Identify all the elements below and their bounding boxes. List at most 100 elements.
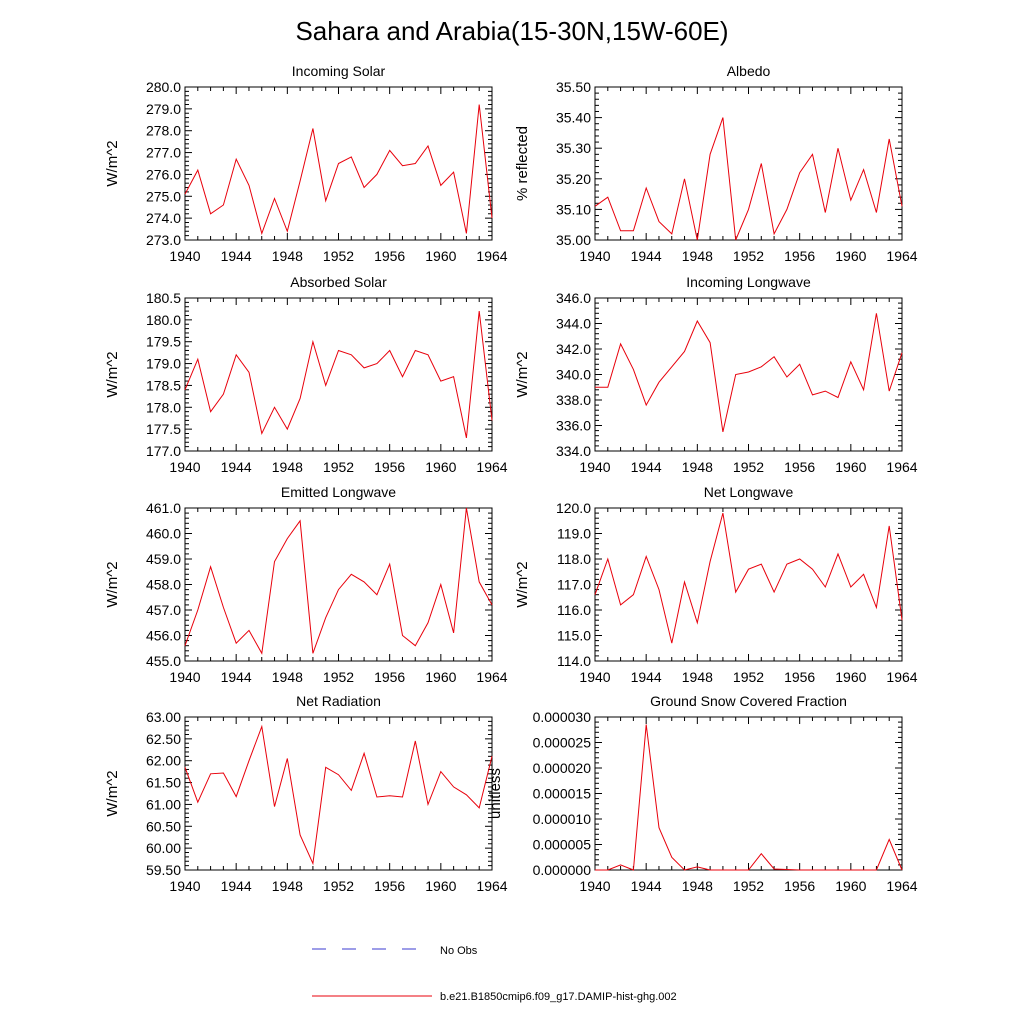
- x-tick-label: 1944: [221, 248, 252, 264]
- y-tick-label: 461.0: [146, 500, 181, 516]
- x-tick-label: 1964: [886, 248, 917, 264]
- x-tick-label: 1964: [886, 459, 917, 475]
- y-tick-label: 276.0: [146, 166, 181, 182]
- y-tick-label: 279.0: [146, 101, 181, 117]
- x-tick-label: 1964: [476, 878, 507, 894]
- plot-frame: [594, 297, 903, 452]
- y-tick-label: 35.10: [556, 201, 591, 217]
- x-tick-label: 1940: [579, 248, 610, 264]
- series-line: [184, 724, 493, 866]
- y-tick-label: 35.30: [556, 140, 591, 156]
- legend-item-model-run: b.e21.B1850cmip6.f09_g17.DAMIP-hist-ghg.…: [312, 991, 677, 1003]
- x-tick-label: 1940: [579, 459, 610, 475]
- x-tick-label: 1952: [733, 248, 764, 264]
- x-tick-label: 1956: [784, 459, 815, 475]
- y-tick-label: 61.50: [146, 775, 181, 791]
- y-tick-label: 61.00: [146, 796, 181, 812]
- x-tick-label: 1944: [631, 669, 662, 685]
- y-tick-label: 342.0: [556, 341, 591, 357]
- x-tick-label: 1940: [169, 878, 200, 894]
- y-tick-label: 115.0: [557, 628, 591, 644]
- series-line: [595, 313, 903, 433]
- panel-7: 0.000000 0.000005 0.000010 0.000015 0.000020…: [487, 693, 918, 894]
- y-tick-label: 35.40: [556, 110, 591, 126]
- x-tick-label: 1960: [425, 669, 456, 685]
- y-tick-label: 177.0: [146, 443, 181, 459]
- y-tick-label: 120.0: [556, 500, 591, 516]
- x-tick-label: 1944: [631, 248, 662, 264]
- x-tick-label: 1944: [221, 669, 252, 685]
- legend-label-no-obs: No Obs: [440, 945, 478, 957]
- y-tick-label: 178.0: [146, 399, 181, 415]
- x-tick-label: 1964: [476, 248, 507, 264]
- y-tick-label: 0.000020: [533, 760, 592, 776]
- panel-2: 177.0 177.5 178.0 178.5 179.0 179.5 180.0 180.5…: [104, 274, 508, 475]
- y-tick-label: 62.00: [146, 753, 181, 769]
- y-tick-label: 118.0: [557, 551, 591, 567]
- y-axis-label: W/m^2: [104, 561, 121, 607]
- x-tick-label: 1960: [835, 459, 866, 475]
- y-tick-label: 60.00: [146, 840, 181, 856]
- y-tick-label: 0.000010: [533, 811, 592, 827]
- y-tick-label: 459.0: [146, 551, 181, 567]
- y-tick-label: 0.000005: [533, 837, 592, 853]
- y-tick-label: 180.5: [146, 290, 181, 306]
- y-tick-label: 278.0: [146, 123, 181, 139]
- panel-1: 35.00 35.10 35.20 35.30 35.40 35.50 1940 1944 19…: [514, 63, 918, 264]
- panel-3: 334.0 336.0 338.0 340.0 342.0 344.0 346.0 1940 1…: [514, 274, 918, 475]
- series-line: [594, 512, 903, 644]
- y-tick-label: 179.5: [146, 334, 181, 350]
- y-tick-label: 35.50: [556, 79, 591, 95]
- y-axis-label: W/m^2: [104, 770, 121, 816]
- x-tick-label: 1964: [886, 878, 917, 894]
- y-axis-label: W/m^2: [514, 561, 531, 607]
- y-tick-label: 114.0: [557, 653, 591, 669]
- series-line: [184, 507, 493, 655]
- y-tick-label: 274.0: [146, 210, 181, 226]
- panel-6: 59.50 60.00 60.50 61.00 61.50 62.00 62.50 63.00…: [104, 693, 508, 894]
- x-tick-label: 1960: [425, 459, 456, 475]
- legend: No Obs b.e21.B1850cmip6.f09_g17.DAMIP-hi…: [312, 945, 677, 1003]
- x-tick-label: 1940: [169, 669, 200, 685]
- y-tick-label: 119.0: [557, 526, 591, 542]
- legend-label-model-run: b.e21.B1850cmip6.f09_g17.DAMIP-hist-ghg.…: [440, 991, 677, 1003]
- panel-title: Net Radiation: [296, 693, 381, 709]
- y-tick-label: 346.0: [556, 290, 591, 306]
- y-tick-label: 280.0: [146, 79, 181, 95]
- series-line: [184, 311, 493, 439]
- legend-item-no-obs: No Obs: [312, 945, 478, 957]
- x-tick-label: 1956: [784, 878, 815, 894]
- y-tick-label: 179.0: [146, 356, 181, 372]
- y-axis-label: W/m^2: [514, 351, 531, 397]
- x-tick-label: 1948: [272, 878, 303, 894]
- y-tick-label: 63.00: [146, 709, 181, 725]
- x-tick-label: 1952: [733, 669, 764, 685]
- x-tick-label: 1956: [784, 248, 815, 264]
- x-tick-label: 1956: [374, 459, 405, 475]
- y-axis-label: W/m^2: [104, 140, 121, 186]
- x-tick-label: 1960: [835, 669, 866, 685]
- y-axis-label: W/m^2: [104, 351, 121, 397]
- y-tick-label: 0.000000: [533, 862, 592, 878]
- panel-title: Emitted Longwave: [281, 484, 396, 500]
- y-axis-label: % reflected: [514, 126, 531, 201]
- y-tick-label: 458.0: [146, 577, 181, 593]
- x-tick-label: 1960: [425, 248, 456, 264]
- y-tick-label: 180.0: [146, 312, 181, 328]
- y-tick-label: 455.0: [146, 653, 181, 669]
- y-tick-label: 334.0: [556, 443, 591, 459]
- x-tick-label: 1940: [579, 669, 610, 685]
- panel-title: Absorbed Solar: [290, 274, 387, 290]
- x-tick-label: 1940: [169, 248, 200, 264]
- x-tick-label: 1948: [272, 459, 303, 475]
- x-tick-label: 1940: [169, 459, 200, 475]
- y-tick-label: 59.50: [146, 862, 181, 878]
- x-tick-label: 1956: [374, 878, 405, 894]
- y-axis-label: unitless: [487, 768, 504, 819]
- x-tick-label: 1960: [425, 878, 456, 894]
- x-tick-label: 1956: [784, 669, 815, 685]
- series-line: [184, 104, 493, 236]
- y-tick-label: 273.0: [146, 232, 181, 248]
- x-tick-label: 1952: [733, 878, 764, 894]
- y-tick-label: 0.000025: [533, 735, 592, 751]
